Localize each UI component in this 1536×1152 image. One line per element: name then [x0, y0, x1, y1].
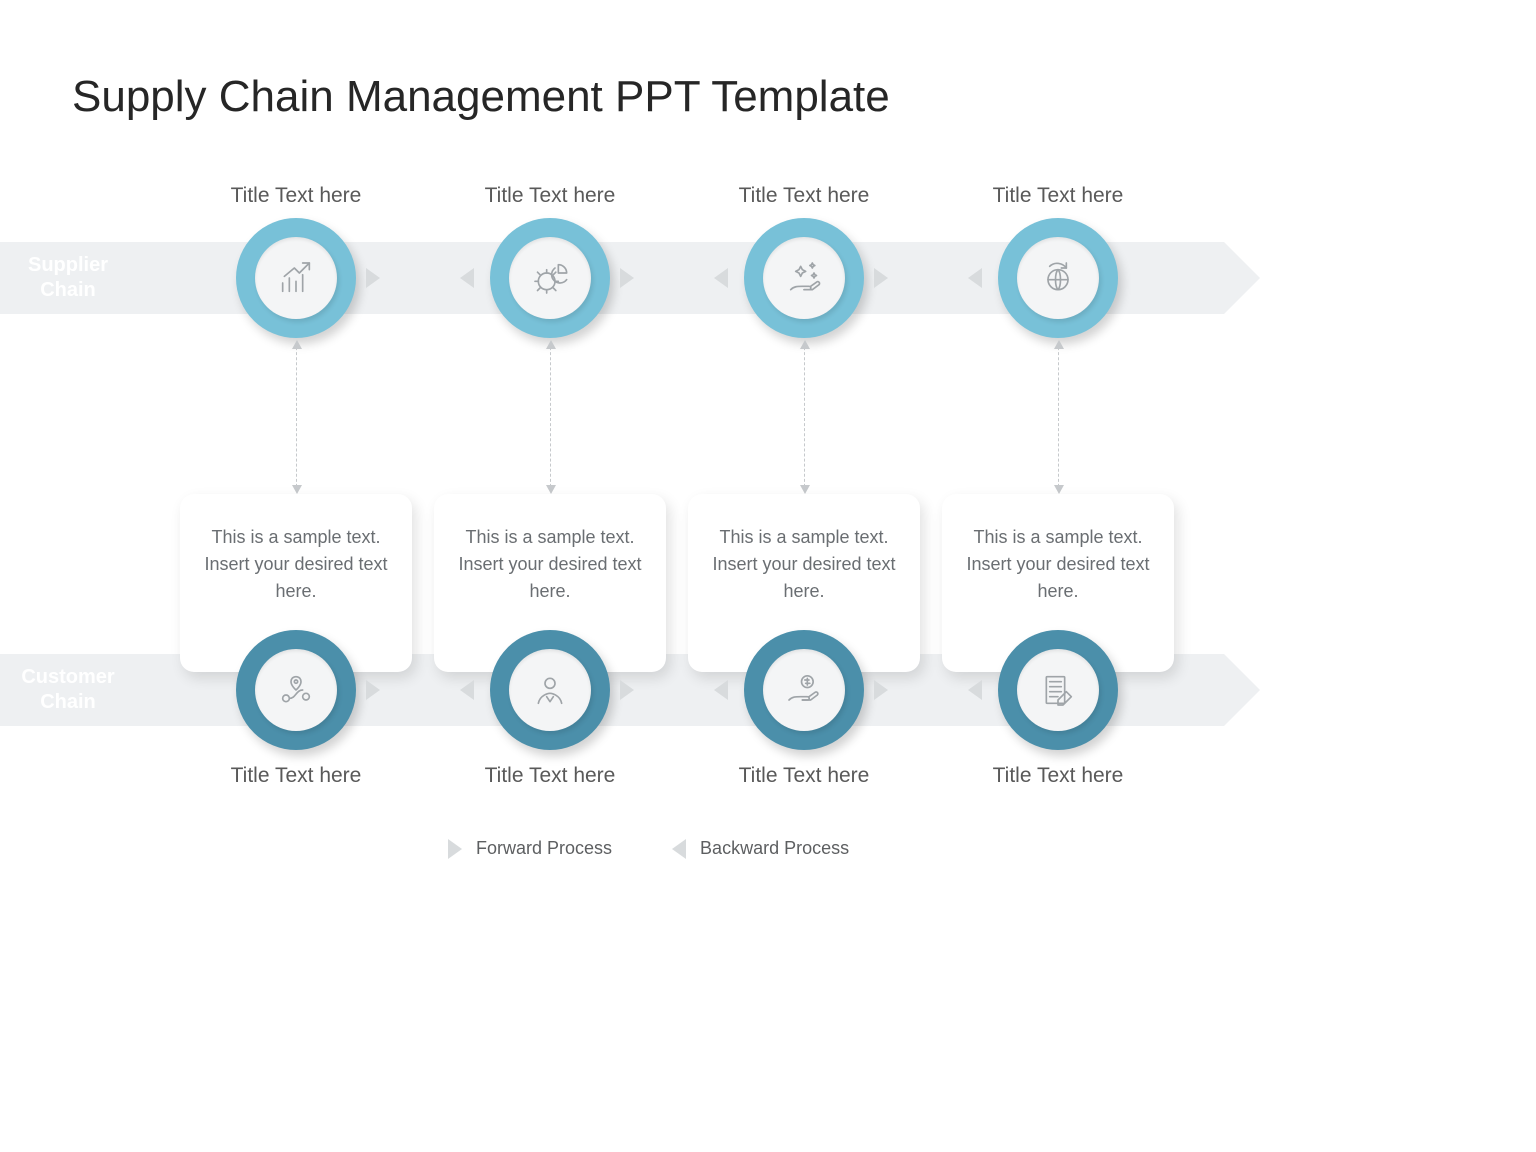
supplier-node-4	[998, 218, 1118, 338]
customer-node-title-3: Title Text here	[704, 764, 904, 788]
tri-forward	[874, 680, 888, 700]
tri-forward	[620, 680, 634, 700]
supplier-node-title-1: Title Text here	[196, 184, 396, 208]
legend: Forward Process Backward Process	[448, 838, 849, 859]
supplier-node-title-3: Title Text here	[704, 184, 904, 208]
tri-forward	[366, 268, 380, 288]
supplier-node-2	[490, 218, 610, 338]
customer-node-2	[490, 630, 610, 750]
desc-text: This is a sample text. Insert your desir…	[204, 524, 388, 605]
customer-node-title-2: Title Text here	[450, 764, 650, 788]
legend-backward-icon	[672, 839, 686, 859]
customer-node-4	[998, 630, 1118, 750]
person-icon	[530, 670, 570, 710]
customer-node-3	[744, 630, 864, 750]
tri-forward	[874, 268, 888, 288]
customer-node-title-4: Title Text here	[958, 764, 1158, 788]
globe-arrow-icon	[1038, 258, 1078, 298]
legend-backward-label: Backward Process	[700, 838, 849, 859]
supplier-node-3	[744, 218, 864, 338]
v-connector-4	[1058, 342, 1059, 492]
customer-row-label: Customer Chain	[0, 642, 144, 738]
hand-stars-icon	[784, 258, 824, 298]
tri-backward	[460, 268, 474, 288]
supplier-row-label: Supplier Chain	[0, 230, 144, 326]
v-connector-3	[804, 342, 805, 492]
page-title: Supply Chain Management PPT Template	[72, 72, 890, 122]
route-icon	[276, 670, 316, 710]
tri-backward	[460, 680, 474, 700]
doc-edit-icon	[1038, 670, 1078, 710]
tri-backward	[714, 680, 728, 700]
supplier-node-title-2: Title Text here	[450, 184, 650, 208]
tri-forward	[366, 680, 380, 700]
desc-text: This is a sample text. Insert your desir…	[966, 524, 1150, 605]
customer-row-label-text: Customer Chain	[0, 665, 136, 715]
desc-text: This is a sample text. Insert your desir…	[458, 524, 642, 605]
growth-icon	[276, 258, 316, 298]
tri-forward	[620, 268, 634, 288]
desc-text: This is a sample text. Insert your desir…	[712, 524, 896, 605]
customer-node-1	[236, 630, 356, 750]
gear-pie-icon	[530, 258, 570, 298]
supplier-row-label-text: Supplier Chain	[0, 253, 136, 303]
v-connector-2	[550, 342, 551, 492]
legend-forward: Forward Process	[448, 838, 612, 859]
legend-backward: Backward Process	[672, 838, 849, 859]
supplier-node-1	[236, 218, 356, 338]
v-connector-1	[296, 342, 297, 492]
slide: Supply Chain Management PPT Template Sup…	[0, 0, 1536, 1152]
hand-coin-icon	[784, 670, 824, 710]
legend-forward-icon	[448, 839, 462, 859]
tri-backward	[968, 268, 982, 288]
customer-node-title-1: Title Text here	[196, 764, 396, 788]
tri-backward	[714, 268, 728, 288]
supplier-node-title-4: Title Text here	[958, 184, 1158, 208]
tri-backward	[968, 680, 982, 700]
legend-forward-label: Forward Process	[476, 838, 612, 859]
